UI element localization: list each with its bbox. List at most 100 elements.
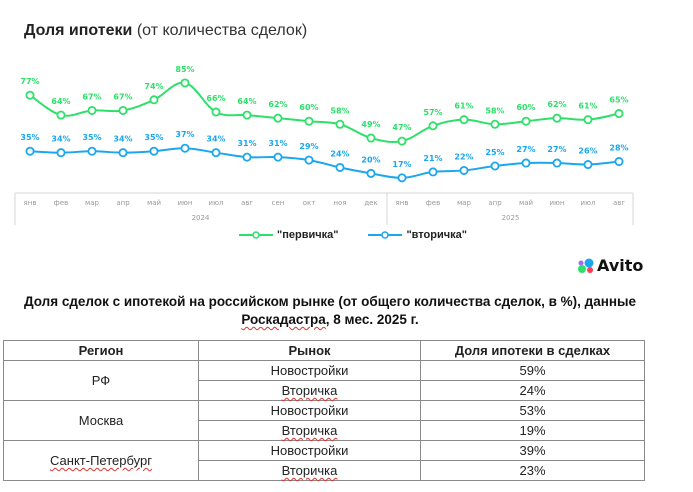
series-secondary: 35% 34% 35% 34% 35% 37% 34% 31% 31% 29% 24% 20% 17% 2… [20, 130, 629, 183]
table-row: Москва Новостройки 53% [3, 400, 645, 441]
data-label: 21% [423, 154, 442, 163]
x-axis: янв фев мар апр май июн июл авг сен окт ноя дек янв ф… [14, 192, 634, 225]
data-point-marker [459, 165, 469, 175]
x-tick-label: дек [364, 199, 377, 207]
data-point-marker [25, 146, 35, 156]
data-point-marker [521, 158, 531, 168]
data-point-marker [614, 157, 624, 167]
legend-label-primary: "первичка" [277, 229, 339, 241]
table-row: Вторичка 19% [4, 420, 645, 441]
data-label: 57% [423, 108, 442, 117]
x-tick-label: июн [177, 199, 192, 207]
data-point-marker [583, 160, 593, 170]
x-tick-label: авг [613, 199, 625, 207]
legend-item-secondary: "вторичка" [368, 229, 467, 241]
data-label: 26% [578, 147, 597, 156]
x-tick-label: апр [488, 199, 502, 207]
table-row: РФ Новостройки 59% [3, 360, 645, 401]
data-label: 34% [206, 135, 225, 144]
market-cell: Вторичка [198, 460, 421, 481]
data-label: 62% [547, 100, 566, 109]
chart-title-bold: Доля ипотеки [24, 22, 133, 39]
avito-logo: Avito [577, 256, 643, 275]
data-label: 35% [20, 133, 39, 142]
x-tick-label: май [147, 199, 161, 207]
data-point-marker [428, 121, 438, 131]
data-point-marker [335, 119, 345, 129]
data-label: 35% [82, 133, 101, 142]
share-cell: 53% [420, 400, 645, 421]
data-point-marker [149, 146, 159, 156]
table-title-source: Роскадастра [241, 312, 326, 327]
data-label: 17% [392, 160, 411, 169]
data-point-marker [490, 161, 500, 171]
series-primary: 77% 64% 67% 67% 74% 85% 66% 64% 62% 60% 58% 49% 47% 5… [20, 65, 629, 146]
region-cell: Москва [3, 400, 199, 441]
x-tick-label: ноя [333, 199, 346, 207]
data-point-marker [118, 105, 128, 115]
data-point-marker [180, 143, 190, 153]
data-point-marker [211, 148, 221, 158]
share-cell: 23% [420, 460, 645, 481]
data-point-marker [583, 115, 593, 125]
market-cell: Новостройки [198, 440, 421, 461]
data-label: 58% [485, 106, 504, 115]
data-point-marker [180, 78, 190, 88]
line-chart: янв фев мар апр май июн июл авг сен окт ноя дек янв ф… [14, 65, 634, 225]
x-tick-label: мар [457, 199, 472, 207]
chart-legend: "первичка" "вторичка" [239, 229, 467, 241]
data-label: 31% [237, 139, 256, 148]
x-tick-label: фев [426, 199, 440, 207]
avito-dots-icon [578, 258, 594, 273]
legend-label-secondary: "вторичка" [406, 229, 467, 241]
header-region: Регион [3, 340, 199, 361]
data-label: 85% [175, 65, 194, 74]
data-point-marker [149, 95, 159, 105]
data-point-marker [397, 173, 407, 183]
x-tick-label: июл [581, 199, 596, 207]
table-title-line2: Роскадастра, 8 мес. 2025 г. [0, 311, 660, 329]
header-market: Рынок [198, 340, 421, 361]
data-label: 67% [113, 92, 132, 101]
data-label: 77% [20, 77, 39, 86]
data-point-marker [25, 90, 35, 100]
data-label: 47% [392, 123, 411, 132]
x-year-label: 2025 [502, 214, 520, 222]
data-point-marker [118, 148, 128, 158]
mortgage-share-table: Регион Рынок Доля ипотеки в сделках РФ Н… [3, 340, 645, 481]
x-tick-label: июн [549, 199, 564, 207]
data-label: 65% [609, 96, 628, 105]
table-header-row: Регион Рынок Доля ипотеки в сделках [3, 340, 645, 361]
data-label: 64% [237, 97, 256, 106]
data-label: 74% [144, 82, 163, 91]
share-cell: 39% [420, 440, 645, 461]
legend-line-green-icon [239, 231, 273, 239]
data-label: 20% [361, 155, 380, 164]
x-tick-label: мар [85, 199, 100, 207]
data-label: 61% [454, 102, 473, 111]
data-point-marker [304, 116, 314, 126]
table-title-period: , 8 мес. 2025 г. [325, 312, 419, 327]
data-label: 28% [609, 144, 628, 153]
share-cell: 24% [420, 380, 645, 401]
data-point-marker [521, 116, 531, 126]
data-label: 60% [516, 103, 535, 112]
data-label: 27% [516, 145, 535, 154]
data-point-marker [552, 113, 562, 123]
data-point-marker [87, 105, 97, 115]
chart-title: Доля ипотеки (от количества сделок) [24, 22, 307, 40]
avito-logo-text: Avito [597, 256, 644, 275]
data-label: 22% [454, 152, 473, 161]
x-tick-label: окт [303, 199, 316, 207]
data-label: 60% [299, 103, 318, 112]
data-label: 31% [268, 139, 287, 148]
data-point-marker [366, 133, 376, 143]
region-cell: РФ [3, 360, 199, 401]
data-point-marker [366, 168, 376, 178]
data-point-marker [211, 107, 221, 117]
x-tick-label: сен [272, 199, 285, 207]
data-label: 64% [51, 97, 70, 106]
region-cell: Санкт-Петербург [3, 440, 199, 481]
data-label: 25% [485, 148, 504, 157]
x-tick-label: июл [209, 199, 224, 207]
